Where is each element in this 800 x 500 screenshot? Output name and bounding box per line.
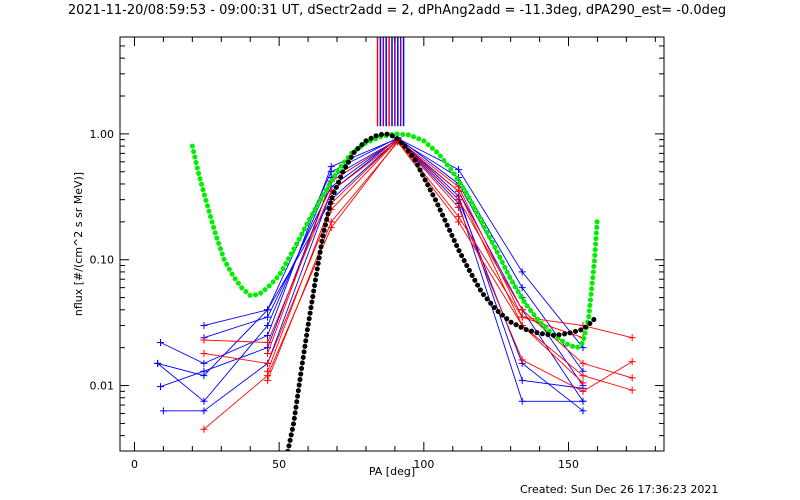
series-line [160,137,584,364]
data-point [579,397,587,405]
data-point [579,359,587,367]
fit-curve [189,131,600,351]
data-point [579,407,587,415]
y-tick-label: 1.00 [90,128,115,141]
data-point [264,349,272,357]
data-point [200,407,208,415]
data-point [157,338,165,346]
data-point [518,313,526,321]
data-point [264,306,272,314]
data-point [159,407,167,415]
data-point [264,313,272,321]
data-point [200,359,208,367]
data-point [264,331,272,339]
data-point [628,374,636,382]
y-axis-label: nflux [#/(cm^2 s sr MeV)] [72,172,85,316]
data-point [200,425,208,433]
x-tick-label: 150 [558,458,579,471]
footer-created: Created: Sun Dec 26 17:36:23 2021 [520,483,718,496]
data-point [455,166,463,174]
data-point [264,367,272,375]
data-point [264,376,272,384]
fit-curve [285,131,600,451]
y-tick-label: 0.01 [90,380,115,393]
data-point [518,356,526,364]
series-line [157,139,584,402]
data-point [518,268,526,276]
data-point [200,367,208,375]
data-point [200,397,208,405]
data-point [200,322,208,330]
data-point [157,383,165,391]
series-line [160,139,584,402]
data-point [327,218,335,226]
series-line [203,137,584,389]
data-point [518,306,526,314]
data-point [455,196,463,204]
chart-title: 2021-11-20/08:59:53 - 09:00:31 UT, dSect… [68,3,726,18]
x-tick-label: 0 [131,458,138,471]
series-line [203,140,633,430]
data-point [327,168,335,176]
data-point [455,218,463,226]
y-tick-label: 0.10 [90,254,115,267]
data-point [518,284,526,292]
data-point [628,386,636,394]
data-point [455,204,463,212]
data-point [628,358,636,366]
data-point [264,322,272,330]
data-point [579,387,587,395]
data-point [264,359,272,367]
series-line [203,140,633,391]
data-point [518,376,526,384]
series-line [267,139,584,354]
series-line [163,137,584,412]
data-point [154,359,162,367]
x-axis-label: PA [deg] [369,465,415,478]
data-point [579,379,587,387]
data-point [200,349,208,357]
plot-frame [119,36,665,452]
data-point [200,336,208,344]
data-point [518,397,526,405]
series-line [203,139,633,379]
data-point [628,334,636,342]
x-tick-label: 100 [413,458,434,471]
data-point [264,338,272,346]
x-tick-label: 50 [272,458,286,471]
data-point [579,372,587,380]
